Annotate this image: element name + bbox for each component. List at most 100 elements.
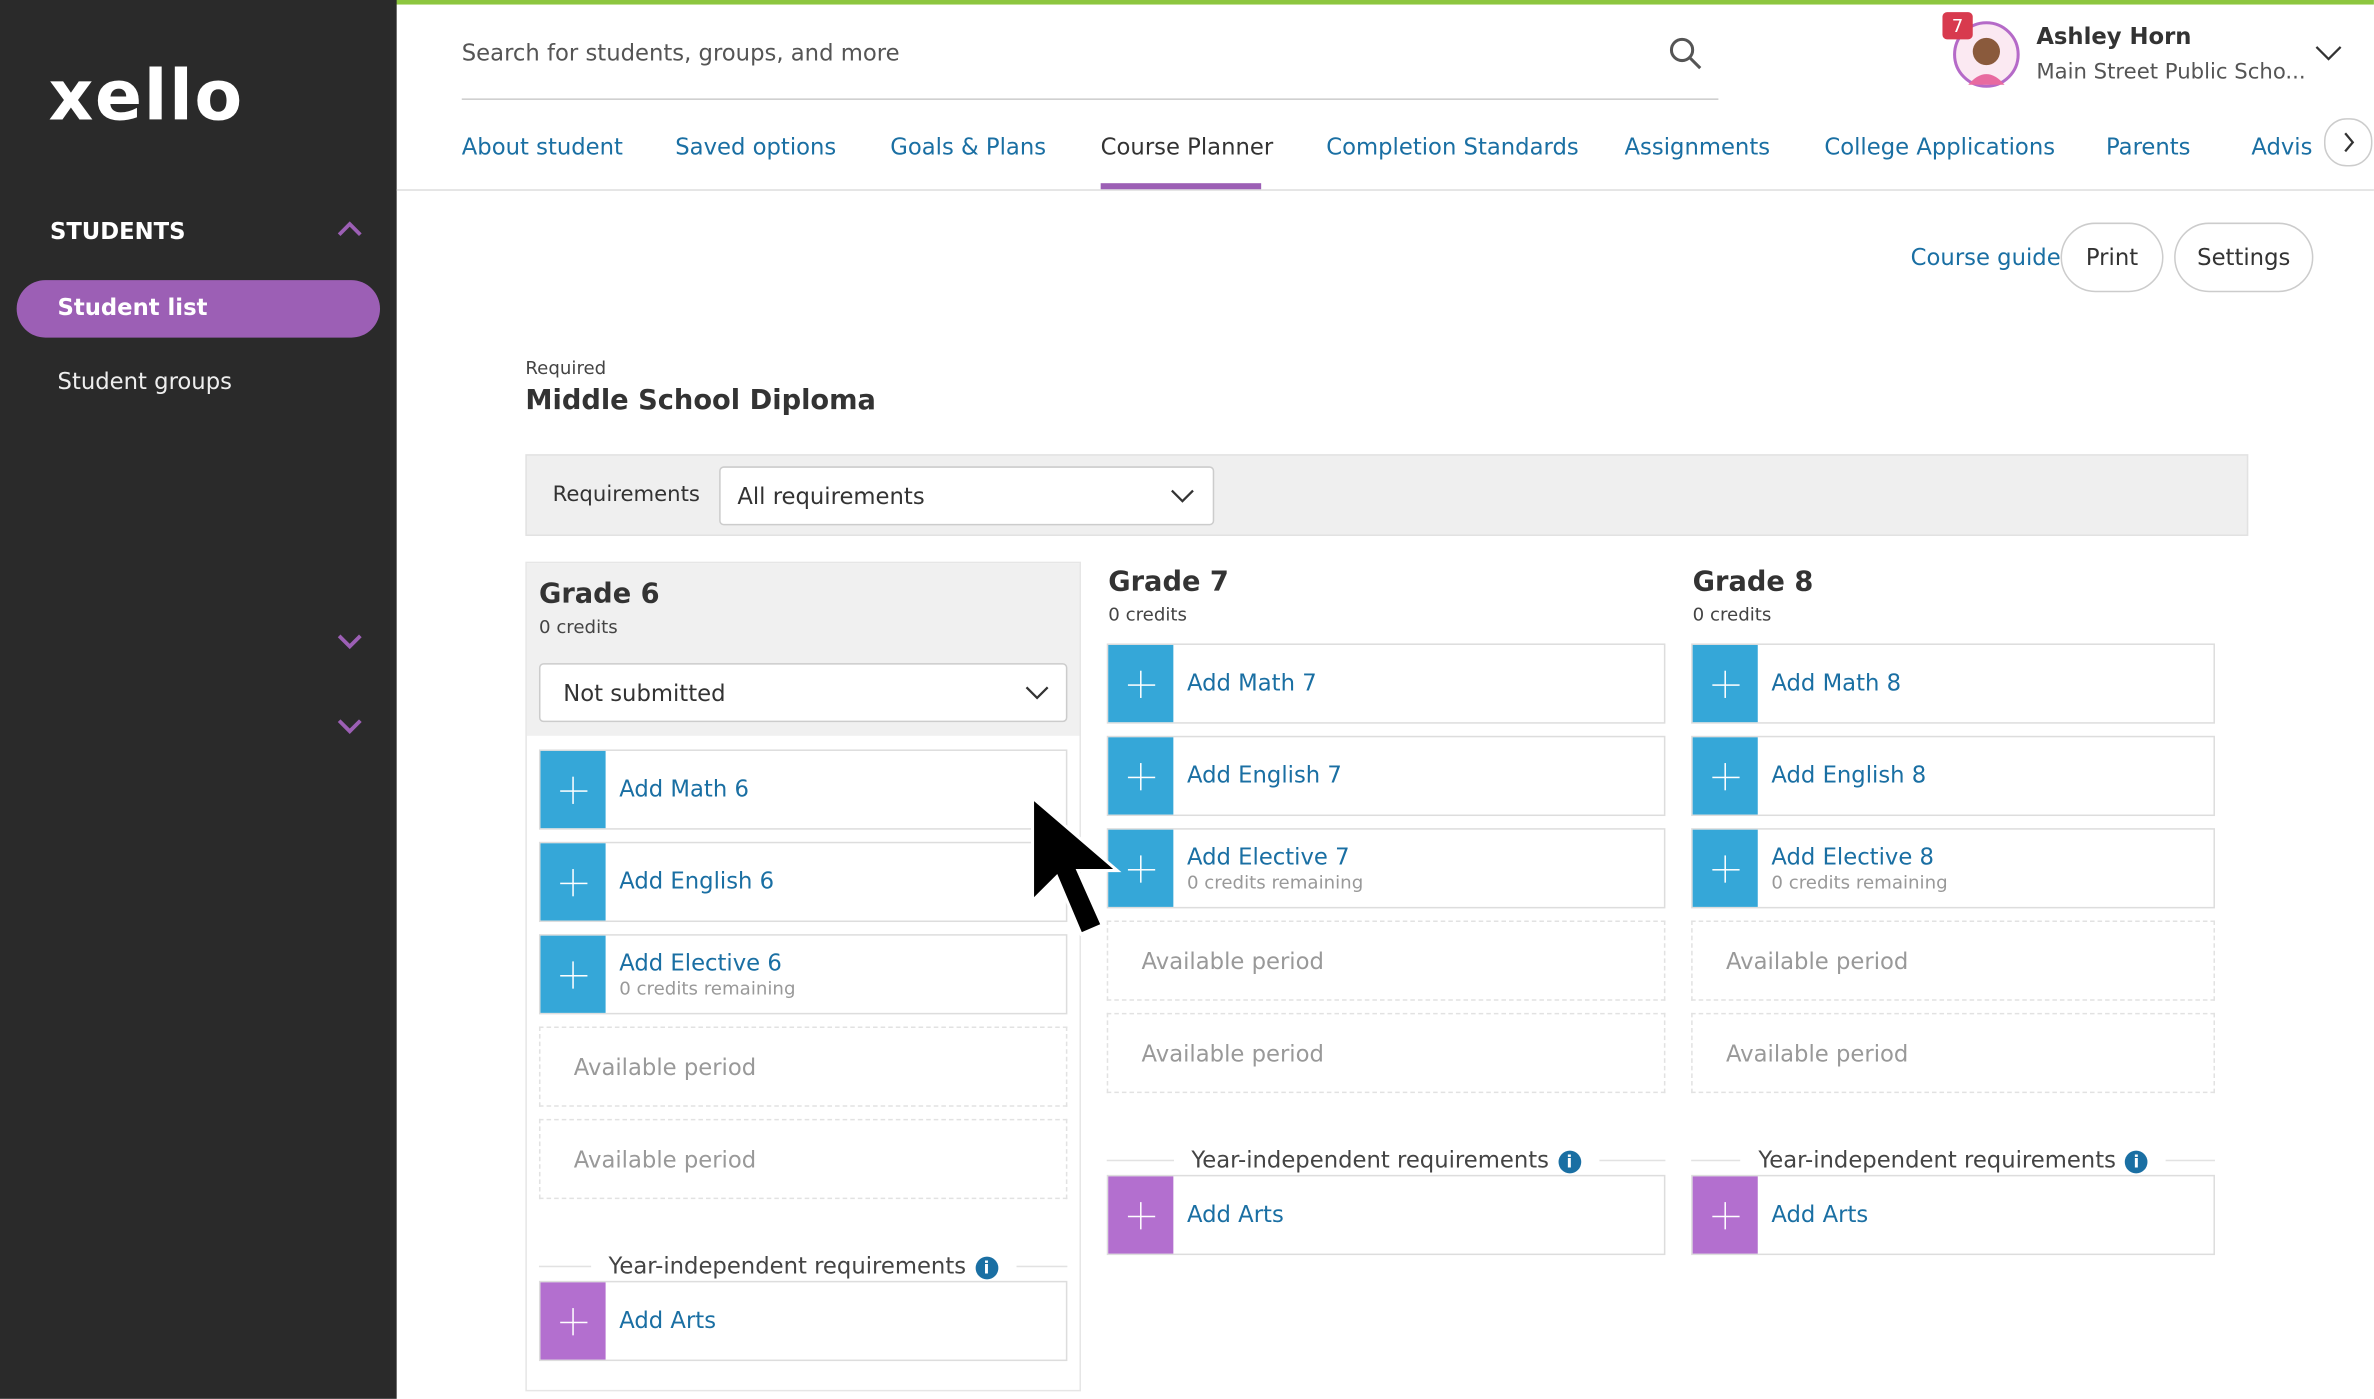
period-label: Available period	[1141, 947, 1324, 976]
course-card[interactable]	[1691, 643, 2215, 724]
button[interactable]: Settings	[2174, 222, 2314, 293]
grade-panel	[525, 561, 1081, 1392]
status-value: Not submitted	[563, 679, 726, 708]
info-icon[interactable]: i	[975, 1256, 998, 1280]
course-label[interactable]: Add Arts	[1186, 1200, 1284, 1228]
course-card[interactable]	[538, 934, 1068, 1015]
period-slot: Available period	[538, 1026, 1068, 1107]
notification-badge: 7	[1942, 12, 1973, 40]
course-label[interactable]: Add English 6	[619, 867, 775, 895]
course-card[interactable]	[538, 841, 1068, 923]
course-note: 0 credits remaining	[1771, 872, 1948, 894]
period-slot: Available period	[538, 1118, 1068, 1200]
nav-active	[16, 280, 381, 338]
chevron	[337, 719, 362, 734]
user-menu[interactable]	[2313, 42, 2343, 63]
course-label[interactable]: Add English 7	[1186, 761, 1342, 789]
period-label: Available period	[1725, 947, 1909, 976]
tab[interactable]: Parents	[2105, 133, 2191, 161]
course-label[interactable]: Add Elective 7	[1186, 843, 1350, 871]
period-slot: Available period	[1691, 920, 2215, 1001]
course-card[interactable]	[538, 1280, 1068, 1362]
course-card[interactable]	[1106, 1174, 1666, 1256]
course-label[interactable]: Add English 8	[1771, 761, 1927, 789]
add-icon	[1108, 829, 1174, 907]
course-card[interactable]	[538, 749, 1068, 830]
filter-select[interactable]: All requirements	[719, 466, 1215, 526]
independent-title: Year-independent requirements i	[1173, 1146, 1599, 1174]
user-name: Ashley Horn	[2036, 22, 2192, 50]
add-icon	[1108, 1176, 1174, 1254]
grade-credits: 0 credits	[1692, 604, 1772, 626]
grade-credits: 0 credits	[538, 616, 618, 638]
logo: xello	[48, 54, 244, 137]
course-card[interactable]	[1691, 828, 2215, 909]
tab[interactable]: Assignments	[1624, 133, 1771, 161]
course-label[interactable]: Add Elective 8	[1771, 843, 1934, 871]
tab[interactable]: Advis	[2251, 133, 2313, 161]
info-icon[interactable]: i	[1558, 1150, 1581, 1174]
search-input[interactable]: Search for students, groups, and more	[461, 39, 900, 67]
tab[interactable]: Goals & Plans	[890, 133, 1047, 161]
course-label[interactable]: Add Elective 6	[619, 949, 782, 977]
status-select[interactable]: Not submitted	[538, 663, 1068, 723]
filter-value: All requirements	[737, 482, 925, 511]
period-slot: Available period	[1106, 920, 1666, 1001]
course-card[interactable]	[1106, 828, 1666, 909]
add-icon	[1692, 737, 1758, 815]
course-card[interactable]	[1106, 643, 1666, 724]
header-border	[396, 189, 2374, 191]
tab[interactable]: Course Planner	[1100, 133, 1274, 161]
tab[interactable]: College Applications	[1824, 133, 2056, 161]
tab-scroll[interactable]	[2323, 118, 2373, 167]
independent-title: Year-independent requirements i	[590, 1252, 1017, 1280]
add-icon	[540, 843, 606, 921]
period-slot: Available period	[1691, 1012, 2215, 1094]
nav-section[interactable]: STUDENTS	[49, 218, 186, 246]
chevron	[337, 634, 362, 650]
nav-item[interactable]: Student list	[57, 293, 208, 321]
add-icon	[1692, 829, 1758, 907]
cursor	[1031, 794, 1122, 937]
grade-name: Grade 8	[1692, 566, 1814, 599]
grade-credits: 0 credits	[1108, 604, 1187, 626]
course-note: 0 credits remaining	[1186, 872, 1364, 894]
tab[interactable]: Saved options	[675, 133, 837, 161]
grade-name: Grade 6	[538, 578, 660, 611]
add-icon	[1108, 737, 1174, 815]
course-label[interactable]: Add Arts	[619, 1306, 717, 1334]
school-name: Main Street Public Scho...	[2036, 60, 2306, 85]
period-label: Available period	[573, 1053, 757, 1081]
button[interactable]: Print	[2060, 222, 2164, 293]
top-bar	[0, 0, 2374, 5]
course-label[interactable]: Add Math 7	[1186, 669, 1317, 697]
add-icon	[1692, 1176, 1758, 1254]
course-label[interactable]: Add Arts	[1771, 1200, 1869, 1228]
chevron	[337, 221, 362, 237]
filter-label: Requirements	[552, 482, 700, 508]
plan-label: Required	[525, 357, 607, 379]
period-label: Available period	[573, 1146, 757, 1174]
independent-title: Year-independent requirements i	[1740, 1146, 2166, 1174]
plan-title: Middle School Diploma	[525, 384, 876, 417]
tab[interactable]: Completion Standards	[1326, 133, 1579, 161]
tab[interactable]: About student	[461, 133, 623, 161]
add-icon	[1692, 644, 1758, 723]
course-label[interactable]: Add Math 6	[619, 775, 749, 803]
search-icon[interactable]	[1668, 36, 1702, 70]
link-button[interactable]: Course guide	[1910, 243, 2061, 272]
course-card[interactable]	[1691, 735, 2215, 817]
period-slot: Available period	[1106, 1012, 1666, 1094]
course-card[interactable]	[1691, 1174, 2215, 1256]
add-icon	[540, 750, 606, 829]
grade-name: Grade 7	[1108, 566, 1229, 599]
add-icon	[1108, 644, 1174, 723]
nav-item[interactable]: Student groups	[57, 367, 232, 396]
tab-underline	[1100, 183, 1262, 190]
add-icon	[540, 935, 606, 1013]
info-icon[interactable]: i	[2125, 1150, 2148, 1174]
course-card[interactable]	[1106, 735, 1666, 817]
course-label[interactable]: Add Math 8	[1771, 669, 1902, 697]
